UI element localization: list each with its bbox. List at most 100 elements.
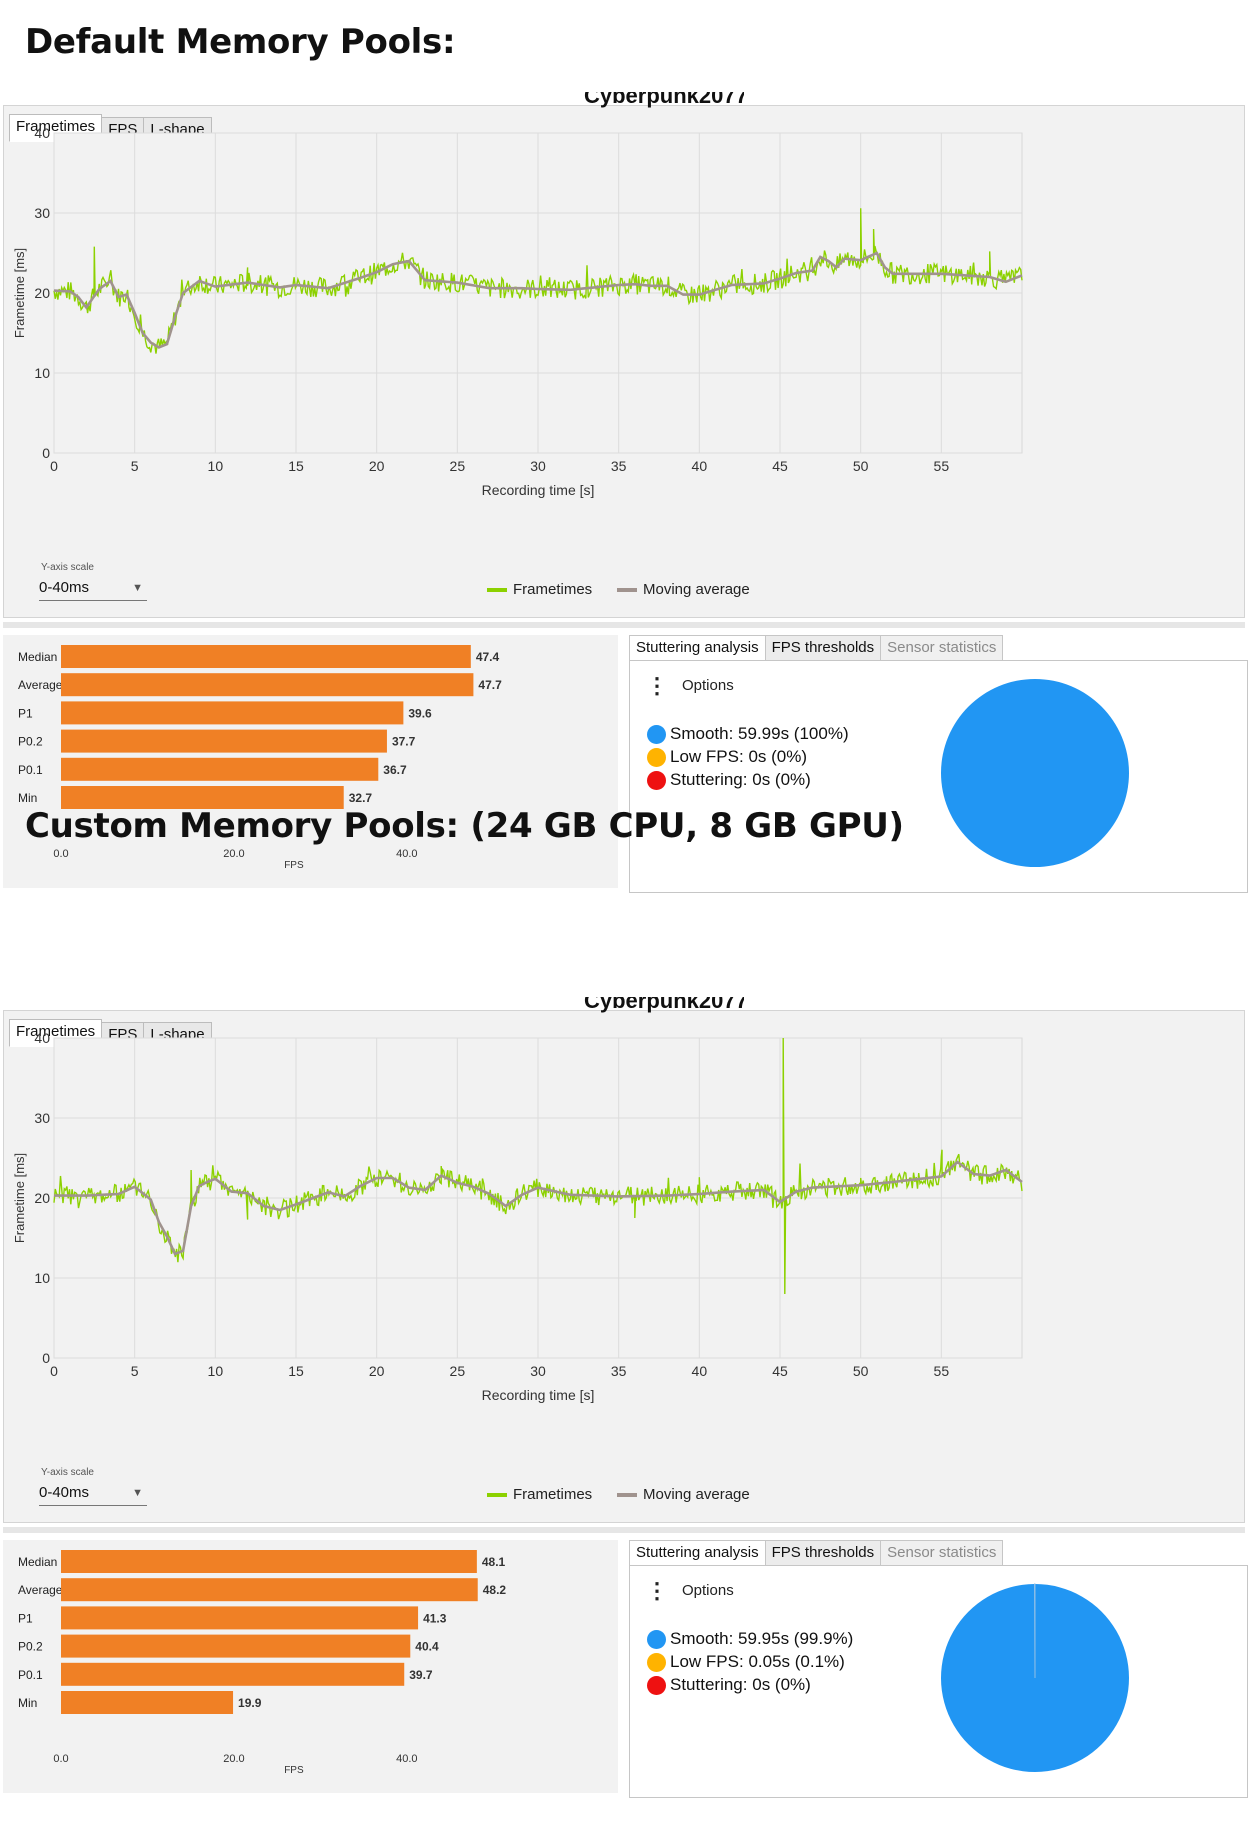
fps-bar-chart: Median 48.1 Average 48.2 P1 41.3 P0.2 40.4 P0.1 3… (18, 1550, 507, 1776)
x-tick-label: 55 (934, 1363, 950, 1379)
y-tick-label: 0 (42, 445, 50, 461)
legend-label: Moving average (643, 581, 750, 598)
smooth-dot-icon (647, 724, 666, 744)
bar-category-label: Min (18, 1696, 37, 1710)
stutter-row-low-fps: Low FPS: 0.05s (0.1%) (647, 1652, 845, 1672)
bar-value-label: 19.9 (238, 1696, 262, 1710)
fps-bar-chart: Median 47.4 Average 47.7 P1 39.6 P0.2 37.7 P0.1 3… (18, 645, 502, 871)
tab-stuttering-analysis[interactable]: Stuttering analysis (629, 635, 766, 661)
y-axis-scale-select[interactable]: 0-40ms ▼ (39, 1481, 147, 1506)
legend-label: Moving average (643, 1486, 750, 1503)
y-tick-label: 30 (34, 205, 50, 221)
stutter-value: 0s (0%) (748, 747, 808, 766)
bar-category-label: Min (18, 791, 37, 805)
tab-sensor-statistics[interactable]: Sensor statistics (880, 635, 1004, 661)
y-axis-scale-value: 0-40ms (39, 579, 90, 596)
fps-bar (61, 1578, 478, 1602)
x-tick-label: 0.0 (53, 1753, 68, 1765)
options-button[interactable]: ⋮ Options (646, 1578, 734, 1603)
legend-swatch-frametimes (487, 1492, 507, 1497)
fps-bar (61, 1550, 477, 1573)
x-tick-label: 50 (853, 1363, 869, 1379)
stutter-label: Smooth: (670, 1629, 734, 1648)
stutter-row-stuttering: Stuttering: 0s (0%) (647, 770, 811, 790)
x-tick-label: 40.0 (396, 1753, 417, 1765)
bar-value-label: 39.6 (408, 706, 432, 720)
y-axis-label: Frametime [ms] (12, 248, 27, 338)
y-tick-label: 10 (34, 1270, 50, 1286)
bar-category-label: Median (18, 1555, 57, 1569)
bar-category-label: P1 (18, 1611, 33, 1625)
options-label: Options (682, 1582, 734, 1599)
y-axis-scale-select[interactable]: 0-40ms ▼ (39, 576, 147, 601)
x-tick-label: 30 (530, 1363, 546, 1379)
legend-swatch-moving-average (617, 587, 637, 592)
frametime-chart: 0 5 10 15 20 25 30 35 40 45 50 55 0 10 20 30 40 Recording… (12, 125, 1023, 498)
tab-sensor-statistics[interactable]: Sensor statistics (880, 1540, 1004, 1566)
x-tick-label: 10 (208, 1363, 224, 1379)
x-tick-label: 40 (692, 458, 708, 474)
x-tick-label: 0.0 (53, 848, 68, 860)
stutter-tabs: Stuttering analysis FPS thresholds Senso… (629, 635, 1004, 661)
fps-bar (61, 1662, 405, 1686)
x-tick-label: 15 (288, 1363, 304, 1379)
bar-category-label: P0.2 (18, 1640, 43, 1654)
bar-value-label: 39.7 (409, 1668, 433, 1682)
fps-bar (61, 1634, 411, 1658)
game-title: Cyberpunk2077 (584, 997, 744, 1013)
moving-average-series-line (53, 251, 1023, 349)
smooth-dot-icon (647, 1629, 666, 1649)
tab-fps-thresholds[interactable]: FPS thresholds (764, 1540, 882, 1566)
fps-bar (61, 701, 404, 725)
x-tick-label: 20.0 (223, 1753, 244, 1765)
x-axis-label: FPS (284, 1765, 304, 1776)
stutter-pie-chart (941, 679, 1129, 867)
tab-fps-thresholds[interactable]: FPS thresholds (764, 635, 882, 661)
y-axis-scale-label: Y-axis scale (41, 562, 94, 573)
stutter-label: Low FPS: (670, 1652, 744, 1671)
legend-swatch-moving-average (617, 1492, 637, 1497)
x-tick-label: 20.0 (223, 848, 244, 860)
stutter-value: 59.99s (100%) (738, 724, 849, 743)
options-button[interactable]: ⋮ Options (646, 673, 734, 698)
stutter-content: ⋮ Options Smooth: 59.99s (100%) Low FPS:… (629, 660, 1248, 893)
y-axis-scale-label: Y-axis scale (41, 1467, 94, 1478)
x-tick-label: 35 (611, 458, 627, 474)
bar-value-label: 40.4 (415, 1640, 439, 1654)
stuttering-dot-icon (647, 1675, 666, 1695)
low-fps-dot-icon (647, 1652, 666, 1672)
chevron-down-icon: ▼ (132, 582, 143, 594)
x-tick-label: 50 (853, 458, 869, 474)
stutter-row-smooth: Smooth: 59.95s (99.9%) (647, 1629, 853, 1649)
x-tick-label: 15 (288, 458, 304, 474)
kebab-menu-icon: ⋮ (646, 1578, 668, 1603)
stutter-value: 0.05s (0.1%) (748, 1652, 845, 1671)
legend-frametimes: Frametimes (487, 581, 592, 598)
stutter-pie-chart (940, 1583, 1129, 1772)
fps-bar (61, 645, 471, 668)
y-tick-label: 40 (34, 1030, 50, 1046)
x-tick-label: 5 (131, 458, 139, 474)
x-tick-label: 30 (530, 458, 546, 474)
bar-value-label: 32.7 (349, 791, 373, 805)
bar-value-label: 37.7 (392, 735, 416, 749)
chevron-down-icon: ▼ (132, 1487, 143, 1499)
bar-category-label: Average (18, 1583, 63, 1597)
x-tick-label: 0 (50, 458, 58, 474)
y-axis-label: Frametime [ms] (12, 1153, 27, 1243)
fps-bar (61, 1606, 419, 1630)
bar-category-label: Average (18, 678, 63, 692)
kebab-menu-icon: ⋮ (646, 673, 668, 698)
x-axis-label: Recording time [s] (482, 482, 595, 498)
x-tick-label: 55 (934, 458, 950, 474)
bar-category-label: Median (18, 650, 57, 664)
bar-value-label: 48.2 (483, 1583, 507, 1597)
tab-stuttering-analysis[interactable]: Stuttering analysis (629, 1540, 766, 1566)
x-axis-label: Recording time [s] (482, 1387, 595, 1403)
bar-value-label: 36.7 (383, 763, 407, 777)
x-tick-label: 0 (50, 1363, 58, 1379)
y-tick-label: 20 (34, 285, 50, 301)
stutter-label: Low FPS: (670, 747, 744, 766)
stutter-label: Smooth: (670, 724, 734, 743)
